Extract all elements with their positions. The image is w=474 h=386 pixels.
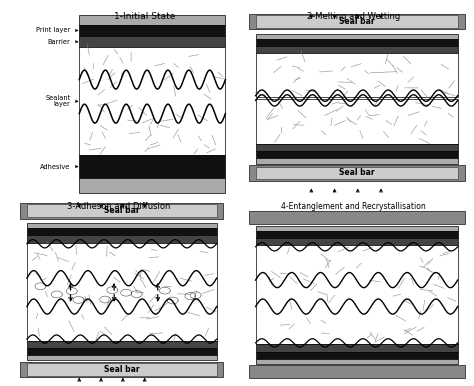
Text: 1-Initial State: 1-Initial State bbox=[114, 12, 175, 22]
Text: 3-Adheson and Diffusion: 3-Adheson and Diffusion bbox=[67, 201, 170, 211]
Bar bbox=[255, 238, 457, 245]
Text: Seal bar: Seal bar bbox=[339, 168, 374, 177]
Bar bbox=[248, 165, 465, 181]
Bar bbox=[255, 54, 457, 96]
Bar bbox=[27, 223, 217, 228]
Bar bbox=[27, 205, 217, 217]
Text: Adhesive: Adhesive bbox=[40, 164, 71, 169]
Bar bbox=[255, 34, 457, 39]
Bar bbox=[27, 243, 217, 340]
Bar bbox=[79, 36, 225, 47]
Bar bbox=[255, 151, 457, 159]
Bar bbox=[255, 352, 457, 359]
Bar bbox=[248, 211, 465, 224]
Bar bbox=[255, 359, 457, 364]
Text: Seal bar: Seal bar bbox=[339, 17, 374, 26]
Bar bbox=[255, 100, 457, 144]
Bar bbox=[79, 155, 225, 178]
Bar bbox=[255, 344, 457, 352]
Bar bbox=[255, 225, 457, 231]
Bar bbox=[20, 203, 223, 218]
Bar bbox=[255, 39, 457, 46]
Text: 4-Entanglement and Recrystallisation: 4-Entanglement and Recrystallisation bbox=[281, 201, 426, 211]
Text: Barrier: Barrier bbox=[48, 39, 71, 45]
Bar bbox=[255, 245, 457, 344]
Bar bbox=[27, 340, 217, 348]
Bar bbox=[79, 25, 225, 36]
Bar bbox=[255, 15, 457, 27]
Bar bbox=[79, 178, 225, 193]
Text: Print layer: Print layer bbox=[36, 27, 71, 34]
Bar bbox=[27, 363, 217, 376]
Bar bbox=[27, 235, 217, 243]
Bar bbox=[255, 144, 457, 151]
Bar bbox=[255, 159, 457, 164]
Bar bbox=[248, 14, 465, 29]
Bar bbox=[248, 365, 465, 378]
Bar bbox=[79, 47, 225, 155]
Bar bbox=[27, 228, 217, 235]
Bar bbox=[255, 46, 457, 54]
Text: Seal bar: Seal bar bbox=[104, 206, 139, 215]
Bar bbox=[255, 231, 457, 238]
Bar bbox=[255, 167, 457, 179]
Text: Sealant
layer: Sealant layer bbox=[46, 95, 71, 107]
Bar bbox=[27, 348, 217, 355]
Text: 2-Melting and Wetting: 2-Melting and Wetting bbox=[307, 12, 400, 22]
Text: Seal bar: Seal bar bbox=[104, 365, 139, 374]
Bar bbox=[20, 362, 223, 378]
Bar bbox=[79, 15, 225, 25]
Bar bbox=[27, 355, 217, 361]
